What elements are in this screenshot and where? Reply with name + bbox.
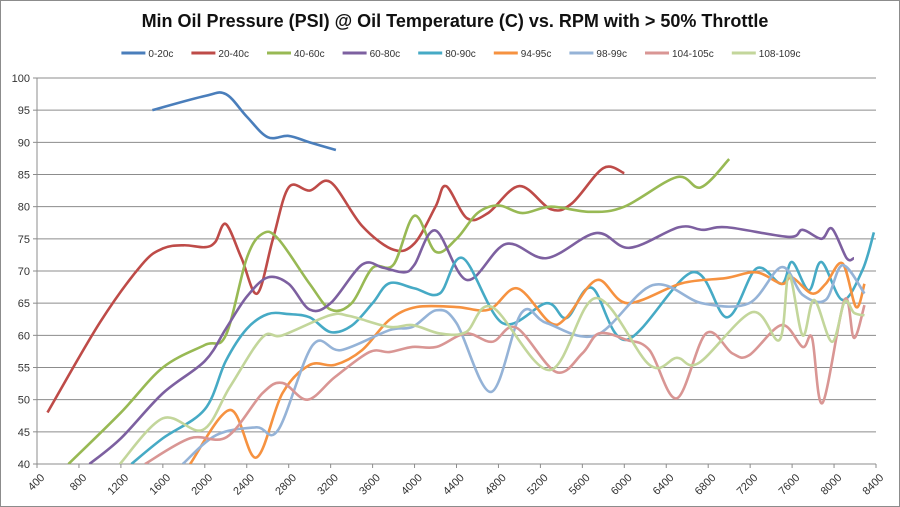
y-tick-label: 95 <box>18 105 30 117</box>
legend-item: 94-95c <box>493 49 552 60</box>
legend-item: 60-80c <box>342 49 401 60</box>
x-tick-label: 6800 <box>693 472 719 498</box>
y-tick-label: 50 <box>18 395 30 407</box>
x-tick-label: 6000 <box>609 472 635 498</box>
series-line-80-90c <box>130 232 876 464</box>
series-lines <box>46 91 876 464</box>
series-line-40-60c <box>67 158 731 464</box>
series-line-104-105c <box>144 297 866 464</box>
x-axis: 400 800 1200 1600 2000 2400 2800 3200 3600 4000 44… <box>26 464 886 498</box>
legend-label: 94-95c <box>521 49 552 60</box>
legend-item: 104-105c <box>645 49 714 60</box>
legend-item: 40-60c <box>267 49 325 60</box>
x-tick-label: 400 <box>26 472 47 493</box>
series-line-20-40c <box>46 165 625 414</box>
y-tick-label: 85 <box>18 170 30 182</box>
legend-label: 98-99c <box>596 49 627 60</box>
chart-title: Min Oil Pressure (PSI) @ Oil Temperature… <box>142 11 769 31</box>
x-tick-label: 2000 <box>189 472 215 498</box>
x-tick-label: 4000 <box>399 472 425 498</box>
legend-item: 20-40c <box>191 49 249 60</box>
legend-label: 104-105c <box>672 49 714 60</box>
legend-item: 80-90c <box>418 49 476 60</box>
y-tick-label: 60 <box>18 330 30 342</box>
x-tick-label: 5200 <box>525 472 551 498</box>
x-tick-label: 5600 <box>567 472 593 498</box>
series-line-94-95c <box>189 261 866 464</box>
x-tick-label: 3200 <box>315 472 341 498</box>
y-tick-label: 90 <box>18 137 30 149</box>
series-line-98-99c <box>181 263 866 464</box>
y-tick-label: 40 <box>18 459 30 471</box>
x-tick-label: 2400 <box>231 472 257 498</box>
legend-label: 40-60c <box>294 49 325 60</box>
y-axis: 40 45 50 55 60 65 70 75 80 85 90 95 100 <box>12 73 38 471</box>
y-tick-label: 70 <box>18 266 30 278</box>
y-tick-label: 75 <box>18 234 30 246</box>
gridlines <box>37 77 876 465</box>
x-tick-label: 4800 <box>483 472 509 498</box>
x-tick-label: 8400 <box>861 472 887 498</box>
y-tick-label: 100 <box>12 73 30 85</box>
legend-label: 108-109c <box>759 49 801 60</box>
y-tick-label: 55 <box>18 363 30 375</box>
series-line-108-109c <box>118 273 865 464</box>
x-tick-label: 7600 <box>777 472 803 498</box>
legend: 0-20c 20-40c 40-60c 60-80c 80-90c 94-95c 98-99… <box>121 49 801 60</box>
legend-item: 108-109c <box>731 49 801 60</box>
x-tick-label: 6400 <box>651 472 677 498</box>
y-tick-label: 65 <box>18 298 30 310</box>
x-tick-label: 8000 <box>819 472 845 498</box>
x-tick-label: 4400 <box>441 472 467 498</box>
x-tick-label: 7200 <box>735 472 761 498</box>
legend-label: 60-80c <box>370 49 401 60</box>
series-line-60-80c <box>88 225 855 464</box>
x-tick-label: 800 <box>68 472 89 493</box>
x-tick-label: 2800 <box>273 472 299 498</box>
y-tick-label: 80 <box>18 202 30 214</box>
legend-label: 0-20c <box>148 49 173 60</box>
legend-item: 0-20c <box>121 49 173 60</box>
x-tick-label: 1600 <box>147 472 173 498</box>
legend-label: 80-90c <box>445 49 476 60</box>
legend-label: 20-40c <box>218 49 249 60</box>
x-tick-label: 3600 <box>357 472 383 498</box>
x-tick-label: 1200 <box>105 472 131 498</box>
legend-item: 98-99c <box>569 49 627 60</box>
y-tick-label: 45 <box>18 427 30 439</box>
series-line-0-20c <box>152 91 337 152</box>
